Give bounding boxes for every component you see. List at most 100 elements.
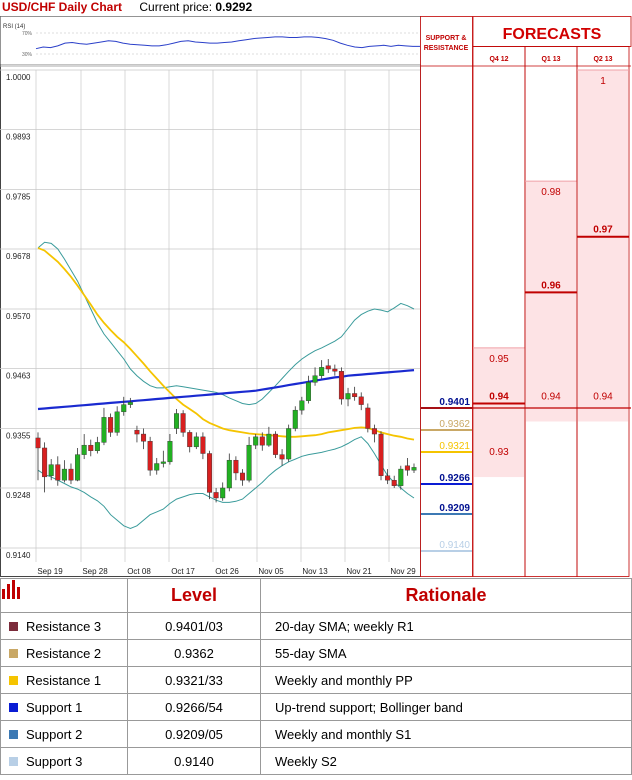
level-name: Support 3 (0, 747, 128, 775)
candle-body (404, 465, 410, 471)
candle-body (213, 492, 219, 499)
candle-body (174, 413, 180, 429)
level-label: Support 2 (26, 726, 83, 742)
bollinger-lower (37, 436, 415, 530)
y-tick-label: 0.9893 (6, 132, 31, 141)
candle-body (147, 441, 153, 471)
price-chart: RSI (14)70% 30% 1.0000 0.9893 0.9785 0.9678 0.… (0, 16, 632, 577)
level-rationale: 55-day SMA (260, 639, 632, 667)
level-value: 0.9209/05 (127, 720, 261, 748)
sr-level-value: 0.9362 (439, 419, 470, 430)
sr-level-value: 0.9209 (439, 503, 470, 514)
table-row: Resistance 3 0.9401/03 20-day SMA; weekly … (0, 612, 632, 640)
chart-title: USD/CHF Daily Chart (2, 0, 123, 14)
x-tick-label: Sep 19 (37, 567, 63, 576)
candle-body (345, 393, 351, 400)
bar-chart-icon (0, 578, 128, 613)
level-label: Support 3 (26, 753, 83, 769)
rsi-line (35, 36, 420, 50)
level-label: Support 1 (26, 699, 83, 715)
candle-body (233, 459, 239, 474)
candle-body (220, 487, 226, 499)
forecast-column (472, 46, 526, 577)
sr-label-line2: RESISTANCE (424, 45, 469, 52)
candle-body (68, 468, 74, 481)
level-rationale: Up-trend support; Bollinger band (260, 693, 632, 721)
candle-body (94, 442, 100, 451)
forecast-value: 1 (600, 76, 606, 87)
candle-body (305, 382, 311, 401)
price-label: Current price: (139, 0, 213, 14)
rsi-level-30: 30% (22, 52, 33, 58)
forecast-value: 0.97 (593, 225, 613, 236)
candle-body (312, 375, 318, 383)
color-swatch (9, 621, 18, 631)
candle-body (352, 393, 358, 398)
candle-body (81, 444, 87, 455)
chart-header: USD/CHF Daily Chart Current price: 0.929… (0, 0, 420, 16)
candle-body (272, 433, 278, 455)
level-rationale: Weekly S2 (260, 747, 632, 775)
candle-body (160, 461, 166, 464)
sr-level-value: 0.9266 (439, 473, 470, 484)
candle-body (75, 454, 81, 481)
rsi-level-70: 70% (22, 31, 33, 37)
forecast-range (474, 347, 524, 478)
table-row: Support 3 0.9140 Weekly S2 (0, 747, 632, 775)
candle-body (193, 436, 199, 448)
candle-body (35, 437, 41, 449)
x-tick-label: Nov 13 (302, 567, 328, 576)
sma-20-line (37, 247, 415, 441)
table-row: Support 1 0.9266/54 Up-trend support; Boll… (0, 693, 632, 721)
forecast-column-label: Q1 13 (541, 56, 560, 63)
candle-body (108, 417, 114, 433)
candle-body (200, 436, 206, 454)
level-name: Support 2 (0, 720, 128, 748)
candle-body (365, 407, 371, 429)
candle-body (154, 463, 160, 471)
candle-body (259, 436, 265, 446)
candle-body (127, 402, 133, 405)
color-swatch (9, 675, 18, 685)
y-tick-label: 0.9570 (6, 312, 31, 321)
current-price: Current price: 0.9292 (139, 0, 252, 14)
candle-body (101, 417, 107, 443)
level-value: 0.9321/33 (127, 666, 261, 694)
forecast-value: 0.94 (541, 391, 561, 402)
x-tick-label: Nov 29 (390, 567, 416, 576)
candle-body (187, 432, 193, 448)
color-swatch (9, 648, 18, 658)
candle-body (48, 464, 54, 476)
rsi-label: RSI (14) (3, 24, 25, 30)
candle-body (385, 475, 391, 481)
table-row: Support 2 0.9209/05 Weekly and monthly S1 (0, 720, 632, 748)
candle-body (55, 464, 61, 481)
color-swatch (9, 756, 18, 766)
candle-body (226, 459, 232, 489)
candle-body (42, 447, 48, 478)
forecast-value: 0.96 (541, 280, 561, 291)
x-tick-label: Oct 26 (215, 567, 239, 576)
candle-body (121, 404, 127, 413)
candle-body (299, 400, 305, 411)
y-tick-label: 0.9463 (6, 371, 31, 380)
forecasts-title: FORECASTS (503, 26, 602, 43)
candle-body (411, 467, 417, 471)
table-row: Resistance 2 0.9362 55-day SMA (0, 639, 632, 667)
candle-body (292, 409, 298, 429)
forecast-range (526, 181, 576, 422)
y-tick-label: 0.9355 (6, 432, 31, 441)
forecast-value: 0.94 (489, 391, 509, 402)
candle-body (167, 441, 173, 463)
candle-body (319, 367, 325, 376)
candle-body (253, 436, 259, 446)
level-name: Support 1 (0, 693, 128, 721)
forecasts-header-box (472, 16, 632, 47)
candle-body (134, 429, 140, 435)
rsi-panel (0, 16, 421, 65)
price-value: 0.9292 (215, 0, 253, 14)
x-tick-label: Oct 17 (171, 567, 195, 576)
bollinger-upper (37, 241, 415, 406)
level-value: 0.9140 (127, 747, 261, 775)
y-tick-label: 0.9785 (6, 193, 31, 202)
